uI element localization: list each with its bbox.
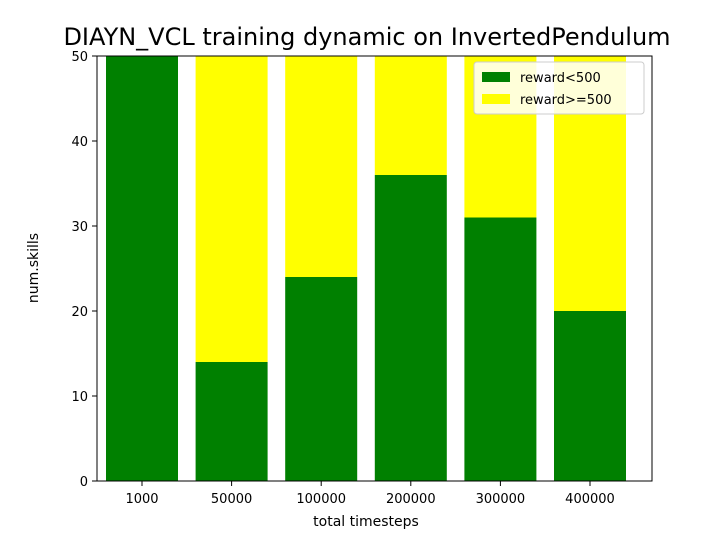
- bar-below-400000: [554, 311, 626, 481]
- bar-below-1000: [106, 56, 178, 481]
- plot-frame: [96, 55, 653, 482]
- bar-below-100000: [285, 277, 358, 481]
- legend: reward<500 reward>=500: [473, 61, 645, 115]
- x-tick-label: 200000: [386, 492, 436, 507]
- legend-swatch: [482, 94, 510, 104]
- bar-below-200000: [374, 175, 447, 481]
- y-tick-label: 20: [71, 305, 88, 320]
- y-tick-label: 10: [71, 390, 88, 405]
- y-tick-label: 40: [71, 135, 88, 150]
- y-tick-label: 30: [71, 220, 88, 235]
- bar-below-300000: [464, 217, 537, 481]
- y-axis-ticks: 0 10 20 30 40 50: [71, 50, 97, 490]
- legend-label: reward>=500: [520, 93, 612, 108]
- x-axis-ticks: 1000 50000 100000 200000 300000 400000: [125, 481, 615, 507]
- chart-title: DIAYN_VCL training dynamic on InvertedPe…: [63, 23, 670, 51]
- legend-label: reward<500: [520, 71, 601, 86]
- bars-group: [106, 56, 626, 481]
- x-axis-label: total timesteps: [313, 514, 419, 530]
- x-tick-label: 1000: [125, 492, 158, 507]
- legend-box: [473, 61, 645, 115]
- bar-above-50000: [195, 56, 268, 362]
- y-tick-label: 0: [80, 475, 88, 490]
- bar-above-100000: [285, 56, 358, 277]
- legend-swatch: [482, 72, 510, 82]
- x-tick-label: 400000: [565, 492, 615, 507]
- bar-above-200000: [374, 56, 447, 175]
- bar-below-50000: [195, 362, 268, 481]
- x-tick-label: 50000: [211, 492, 252, 507]
- y-axis-label: num.skills: [26, 233, 42, 303]
- x-tick-label: 300000: [476, 492, 526, 507]
- y-tick-label: 50: [71, 50, 88, 65]
- x-tick-label: 100000: [296, 492, 346, 507]
